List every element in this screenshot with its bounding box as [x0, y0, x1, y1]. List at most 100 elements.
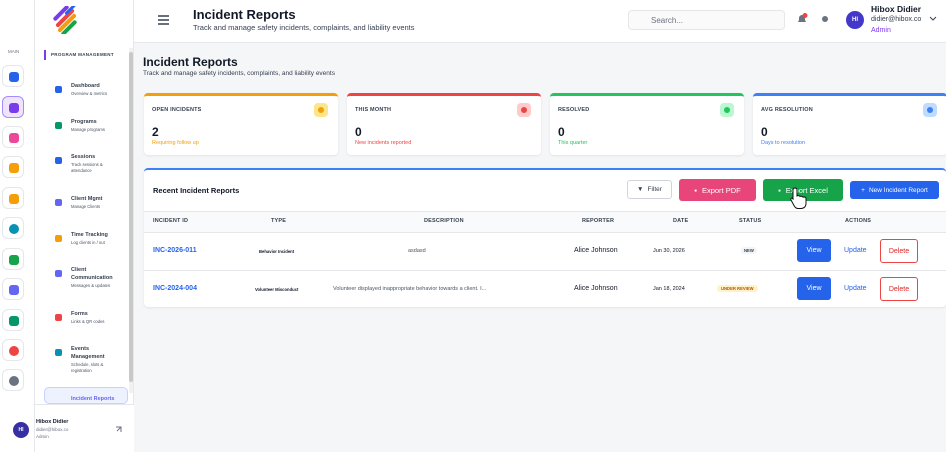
menu-title[interactable]: Client Mgmt [71, 196, 103, 202]
stat-note: New incidents reported [355, 140, 412, 146]
stat-label: OPEN INCIDENTS [152, 107, 202, 113]
user-email: didier@hibox.co [36, 427, 69, 432]
menu-title[interactable]: Time Tracking [71, 232, 108, 238]
menu-toggle[interactable] [158, 15, 169, 25]
stat-note: Days to resolution [761, 140, 806, 146]
menu-title[interactable]: Programs [71, 119, 97, 125]
menu-title[interactable]: Forms [71, 311, 88, 317]
sidebar: PROGRAM MANAGEMENT Dashboard Overview & m… [35, 0, 134, 452]
stat-card: OPEN INCIDENTS 2 Requiring follow up [144, 93, 338, 155]
stat-label: AVG RESOLUTION [761, 107, 813, 113]
stat-label: THIS MONTH [355, 107, 392, 113]
column-header: TYPE [271, 218, 287, 224]
header-title: Incident Reports [193, 7, 296, 22]
menu-icon [55, 86, 62, 93]
update-button[interactable]: Update [844, 247, 867, 254]
stat-value: 0 [355, 125, 362, 139]
reporter: Alice Johnson [574, 285, 618, 292]
column-header: ACTIONS [845, 218, 872, 224]
new-report-button[interactable]: + New Incident Report [850, 181, 939, 199]
column-header: DATE [673, 218, 689, 224]
stat-card: RESOLVED 0 This quarter [550, 93, 744, 155]
logo [53, 6, 77, 34]
menu-icon [55, 270, 62, 277]
header-subtitle: Track and manage safety incidents, compl… [193, 23, 415, 32]
date: Jan 18, 2024 [653, 286, 685, 292]
menu-subtitle: Schedule, slots & registration [71, 361, 104, 373]
stat-card: THIS MONTH 0 New incidents reported [347, 93, 541, 155]
view-button[interactable]: View [797, 239, 831, 262]
notifications[interactable] [796, 13, 808, 25]
stat-note: This quarter [558, 140, 588, 146]
menu-title[interactable]: Dashboard [71, 83, 100, 89]
filter-button[interactable]: ▼ Filter [627, 180, 672, 199]
stat-card: AVG RESOLUTION 0 Days to resolution [753, 93, 946, 155]
user-name: Hibox Didier [36, 419, 69, 425]
menu-title[interactable]: Sessions [71, 154, 96, 160]
menu-icon [55, 157, 62, 164]
export-excel-button[interactable]: ▪ Export Excel [763, 179, 843, 201]
incident-type: Behavior Incident [259, 249, 295, 254]
table-title: Recent Incident Reports [153, 186, 240, 195]
column-header: REPORTER [582, 218, 615, 224]
menu-icon [55, 199, 62, 206]
page-subtitle: Track and manage safety incidents, compl… [143, 70, 335, 77]
incident-id[interactable]: INC-2026-011 [153, 247, 197, 254]
menu-subtitle: Log clients in / out [71, 240, 105, 245]
stat-value: 0 [558, 125, 565, 139]
view-button[interactable]: View [797, 277, 831, 300]
header-user-role: Admin [871, 27, 891, 34]
menu-subtitle: Manage Clients [71, 204, 101, 209]
menu-title[interactable]: Client Communication [71, 267, 113, 281]
incident-description: asdasd [408, 248, 426, 254]
menu-subtitle: Links & QR codes [71, 319, 105, 324]
stat-icon-dot [927, 107, 933, 113]
top-header: Incident Reports Track and manage safety… [134, 0, 946, 43]
search-input[interactable]: Search... [628, 10, 785, 30]
logout-icon[interactable] [115, 426, 122, 433]
user-card [35, 404, 134, 452]
rail-label: MAIN [8, 49, 20, 54]
menu-icon [55, 122, 62, 129]
page-title: Incident Reports [143, 55, 238, 69]
menu-subtitle: Messages & updates [71, 282, 111, 288]
settings[interactable] [821, 15, 829, 23]
stat-note: Requiring follow up [152, 140, 199, 146]
incident-description: Volunteer displayed inappropriate behavi… [333, 286, 487, 292]
status-badge: UNDER REVIEW [717, 285, 758, 292]
section-label: PROGRAM MANAGEMENT [51, 52, 114, 57]
menu-icon [55, 235, 62, 242]
menu-title[interactable]: Events Management [71, 346, 105, 360]
column-header: INCIDENT ID [153, 218, 189, 224]
update-button[interactable]: Update [844, 285, 867, 292]
delete-button[interactable]: Delete [880, 277, 918, 301]
menu-subtitle: Manage programs [71, 127, 105, 132]
table-card: Recent Incident Reports ▼ Filter ▪ Export … [144, 168, 946, 307]
menu-item-active[interactable]: Incident Reports [44, 387, 128, 404]
delete-button[interactable]: Delete [880, 239, 918, 263]
avatar[interactable]: HI [13, 422, 29, 438]
stat-value: 0 [761, 125, 768, 139]
column-header: DESCRIPTION [424, 218, 464, 224]
incident-type: Volunteer Misconduct [255, 287, 299, 292]
export-pdf-button[interactable]: ▪ Export PDF [679, 179, 756, 201]
menu-subtitle: Overview & metrics [71, 91, 108, 96]
header-user-email: didier@hibox.co [871, 16, 922, 23]
icon-rail: MAIN [0, 0, 35, 452]
menu-title[interactable]: Incident Reports [71, 396, 115, 402]
reporter: Alice Johnson [574, 247, 618, 254]
header-user-name: Hibox Didier [871, 4, 922, 14]
menu-subtitle: Track sessions & attendance [71, 162, 103, 173]
stat-icon-dot [521, 107, 527, 113]
incident-id[interactable]: INC-2024-004 [153, 285, 197, 292]
status-badge: NEW [741, 247, 757, 254]
stat-value: 2 [152, 125, 159, 139]
user-menu-toggle[interactable] [929, 16, 937, 22]
column-header: STATUS [739, 218, 762, 224]
menu-icon [55, 349, 62, 356]
header-avatar[interactable]: HI [846, 11, 864, 29]
cursor [790, 187, 807, 209]
menu-icon [55, 314, 62, 321]
stat-label: RESOLVED [558, 107, 590, 113]
